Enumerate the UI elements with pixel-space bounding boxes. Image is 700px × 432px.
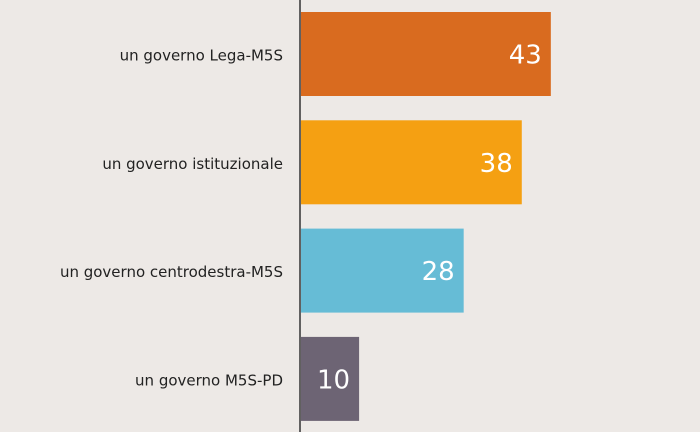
bar xyxy=(301,336,360,421)
category-label: un governo centrodestra-M5S xyxy=(60,263,283,281)
bar xyxy=(301,120,522,205)
category-label: un governo M5S-PD xyxy=(135,371,283,389)
value-label: 38 xyxy=(480,149,513,179)
value-label: 28 xyxy=(422,257,455,287)
value-label: 43 xyxy=(509,41,542,71)
value-label: 10 xyxy=(317,365,350,395)
category-label: un governo istituzionale xyxy=(102,155,283,173)
bar xyxy=(301,12,551,96)
category-label: un governo Lega-M5S xyxy=(120,47,283,65)
bar xyxy=(301,228,464,313)
